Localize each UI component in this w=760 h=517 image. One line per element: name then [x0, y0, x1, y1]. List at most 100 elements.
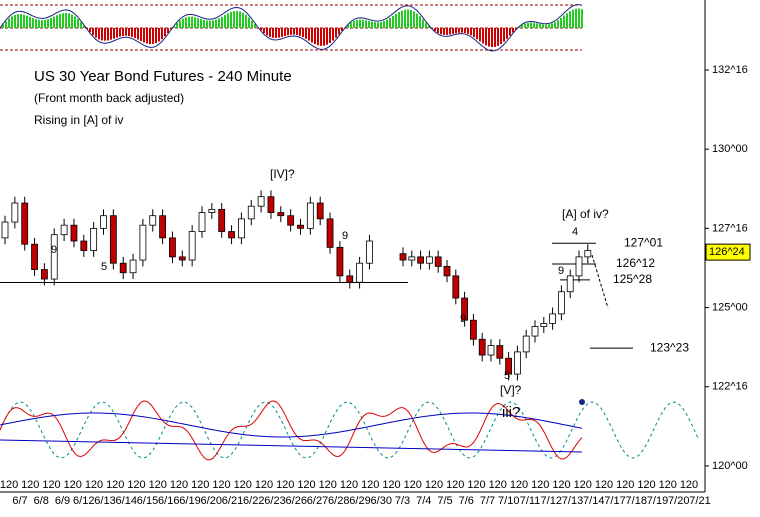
interval-label: 120	[64, 479, 82, 491]
interval-label: 120	[297, 479, 315, 491]
x-tick-label: 6/7	[12, 495, 27, 507]
candle-body	[218, 208, 226, 232]
candle-body	[70, 224, 78, 242]
annotation: 4	[572, 226, 578, 238]
note: Rising in [A] of iv	[34, 113, 123, 127]
x-tick-label: 6/21	[222, 495, 243, 507]
candle-body	[417, 256, 425, 264]
interval-label: 120	[106, 479, 124, 491]
x-tick-label: 7/18	[626, 495, 647, 507]
candle-body	[584, 250, 592, 258]
x-tick-label: 6/30	[371, 495, 392, 507]
candle-body	[549, 313, 556, 324]
annotation: 5	[101, 261, 107, 273]
candle-body	[575, 256, 583, 277]
x-tick-label: 7/17	[604, 495, 625, 507]
candle-body	[1, 221, 9, 239]
annotation: 9	[460, 313, 466, 325]
candle-body	[487, 345, 495, 356]
candle-body	[336, 246, 344, 277]
interval-label: 120	[361, 479, 379, 491]
candle-body	[558, 291, 565, 315]
level-label: 123^23	[650, 340, 689, 354]
interval-label: 120	[149, 479, 167, 491]
candle-body	[129, 259, 137, 274]
chart-title: US 30 Year Bond Futures - 240 Minute	[34, 68, 292, 85]
level-label: 127^01	[624, 235, 663, 249]
candle-body	[566, 275, 574, 293]
x-tick-label: 6/15	[137, 495, 158, 507]
x-tick-label: 7/12	[541, 495, 562, 507]
candle-body	[425, 256, 433, 264]
candle-body	[366, 240, 373, 264]
candle-body	[540, 322, 548, 327]
interval-label: 120	[212, 479, 230, 491]
candle-body	[178, 256, 186, 261]
y-tick-label: 132^16	[712, 64, 748, 76]
x-tick-label: 7/4	[416, 495, 431, 507]
interval-label: 120	[510, 479, 528, 491]
interval-label: 120	[255, 479, 273, 491]
x-tick-label: 6/27	[307, 495, 328, 507]
x-tick-label: 7/19	[647, 495, 668, 507]
annotation: [V]?	[500, 383, 522, 397]
x-tick-label: 6/28	[328, 495, 349, 507]
candle-body	[90, 227, 98, 251]
x-tick-label: 6/19	[179, 495, 200, 507]
candle-body	[287, 215, 295, 226]
interval-label: 120	[659, 479, 677, 491]
candle-body	[21, 202, 29, 245]
interval-label: 120	[404, 479, 422, 491]
interval-label: 120	[170, 479, 188, 491]
candle-body	[531, 326, 539, 337]
y-tick-label: 130^00	[712, 143, 748, 155]
interval-label: 120	[0, 479, 18, 491]
interval-label: 120	[319, 479, 337, 491]
candle-body	[188, 231, 196, 261]
interval-label: 120	[191, 479, 209, 491]
interval-label: 120	[680, 479, 698, 491]
oscillators	[0, 4, 700, 461]
x-tick-label: 6/20	[201, 495, 222, 507]
candle-body	[247, 205, 255, 220]
interval-label: 120	[616, 479, 634, 491]
x-tick-label: 7/14	[583, 495, 604, 507]
candle-body	[326, 218, 334, 248]
interval-label: 120	[21, 479, 39, 491]
candle-body	[159, 215, 167, 239]
candle-body	[452, 275, 460, 299]
y-tick-label: 120^00	[712, 460, 748, 472]
x-tick-label: 6/14	[116, 495, 137, 507]
candle-body	[277, 212, 285, 217]
candle-body	[346, 275, 354, 283]
interval-label: 120	[42, 479, 60, 491]
interval-label: 120	[382, 479, 400, 491]
y-tick-label: 127^16	[712, 222, 748, 234]
candle-body	[443, 265, 451, 277]
candle-body	[514, 351, 521, 375]
x-tick-label: 7/20	[668, 495, 689, 507]
x-tick-label: 7/11	[520, 495, 541, 507]
candle-body	[399, 253, 407, 261]
interval-label: 120	[552, 479, 570, 491]
candle-body	[408, 256, 416, 261]
candle-body	[257, 196, 265, 207]
candle-body	[208, 208, 216, 213]
projection	[591, 254, 609, 309]
candle-body	[267, 196, 275, 213]
candle-body	[469, 319, 477, 340]
x-tick-label: 7/13	[562, 495, 583, 507]
candle-body	[169, 237, 176, 258]
osc-line	[0, 439, 583, 453]
candle-body	[100, 215, 107, 229]
x-tick-label: 6/16	[158, 495, 179, 507]
interval-label: 120	[446, 479, 464, 491]
interval-label: 120	[489, 479, 507, 491]
interval-label: 120	[85, 479, 103, 491]
x-tick-label: 7/5	[437, 495, 452, 507]
x-tick-label: 7/7	[480, 495, 495, 507]
x-tick-label: 6/26	[286, 495, 307, 507]
interval-label: 120	[574, 479, 592, 491]
interval-label: 120	[467, 479, 485, 491]
